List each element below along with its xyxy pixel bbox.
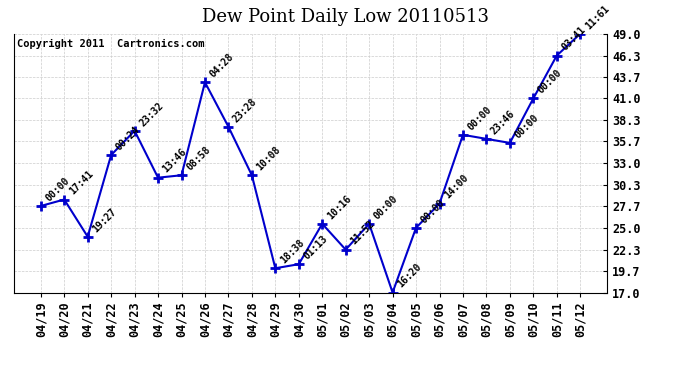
Text: 19:27: 19:27	[90, 206, 118, 234]
Text: 00:00: 00:00	[419, 197, 446, 225]
Text: 00:24: 00:24	[114, 124, 141, 152]
Text: 08:58: 08:58	[184, 145, 212, 172]
Text: 23:46: 23:46	[489, 108, 517, 136]
Text: Copyright 2011  Cartronics.com: Copyright 2011 Cartronics.com	[17, 39, 204, 49]
Text: 14:00: 14:00	[442, 173, 470, 201]
Text: 13:46: 13:46	[161, 147, 188, 175]
Text: 18:38: 18:38	[278, 238, 306, 266]
Text: 11:52: 11:52	[348, 219, 376, 247]
Text: 01:13: 01:13	[302, 234, 329, 261]
Text: 03:41: 03:41	[560, 25, 587, 53]
Text: Dew Point Daily Low 20110513: Dew Point Daily Low 20110513	[201, 8, 489, 26]
Text: 00:00: 00:00	[43, 176, 71, 203]
Text: 00:00: 00:00	[372, 193, 400, 221]
Text: 10:16: 10:16	[325, 193, 353, 221]
Text: 23:28: 23:28	[231, 96, 259, 124]
Text: 00:00: 00:00	[466, 104, 493, 132]
Text: 10:08: 10:08	[255, 145, 282, 172]
Text: 00:00: 00:00	[513, 112, 540, 140]
Text: 04:28: 04:28	[208, 52, 235, 80]
Text: 00:00: 00:00	[536, 68, 564, 96]
Text: 23:32: 23:32	[137, 100, 165, 128]
Text: 16:20: 16:20	[395, 262, 423, 290]
Text: 11:61: 11:61	[583, 3, 611, 31]
Text: 17:41: 17:41	[67, 169, 95, 197]
